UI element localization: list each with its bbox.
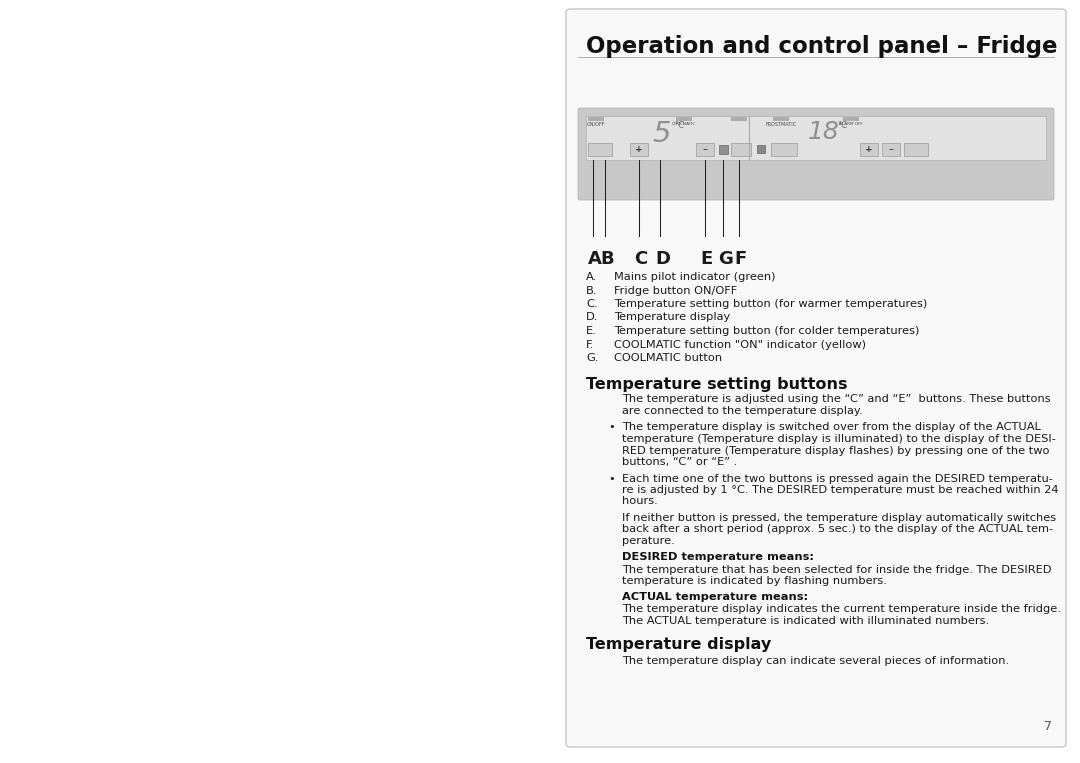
Text: hours.: hours. (622, 497, 658, 507)
Text: D: D (654, 250, 670, 268)
Text: F: F (734, 250, 746, 268)
Text: Mains pilot indicator (green): Mains pilot indicator (green) (615, 272, 775, 282)
Text: Temperature display: Temperature display (615, 313, 730, 323)
Bar (719, 145, 728, 154)
Text: •: • (608, 423, 615, 433)
Text: G: G (718, 250, 733, 268)
Bar (586, 116, 1047, 160)
Text: DESIRED temperature means:: DESIRED temperature means: (622, 552, 814, 562)
Text: E: E (700, 250, 712, 268)
Bar (773, 117, 789, 121)
Bar (731, 143, 751, 156)
Text: A.: A. (586, 272, 597, 282)
Text: B.: B. (586, 285, 597, 295)
Text: B: B (600, 250, 613, 268)
Text: 5: 5 (652, 120, 672, 148)
Bar (882, 143, 900, 156)
Text: The temperature display indicates the current temperature inside the fridge.: The temperature display indicates the cu… (622, 604, 1061, 614)
Text: The temperature display is switched over from the display of the ACTUAL: The temperature display is switched over… (622, 423, 1041, 433)
Bar (588, 117, 604, 121)
Text: –: – (889, 144, 893, 154)
Bar (757, 145, 765, 153)
Text: Temperature setting button (for warmer temperatures): Temperature setting button (for warmer t… (615, 299, 928, 309)
Text: buttons, “C” or “E” .: buttons, “C” or “E” . (622, 457, 738, 467)
Text: ON/OFF: ON/OFF (586, 122, 605, 127)
Text: RED temperature (Temperature display flashes) by pressing one of the two: RED temperature (Temperature display fla… (622, 446, 1050, 456)
Text: re is adjusted by 1 °C. The DESIRED temperature must be reached within 24: re is adjusted by 1 °C. The DESIRED temp… (622, 485, 1058, 495)
Bar (843, 117, 859, 121)
Text: 7: 7 (1044, 720, 1052, 733)
Text: Operation and control panel – Fridge: Operation and control panel – Fridge (586, 35, 1057, 58)
Bar (696, 143, 714, 156)
Text: +: + (865, 144, 873, 153)
Bar (904, 143, 928, 156)
Bar (588, 143, 612, 156)
Bar (630, 143, 648, 156)
Text: ALARM OFF: ALARM OFF (839, 122, 863, 126)
Text: COOLMATIC function "ON" indicator (yellow): COOLMATIC function "ON" indicator (yello… (615, 340, 866, 349)
Text: The temperature display can indicate several pieces of information.: The temperature display can indicate sev… (622, 655, 1009, 665)
Text: The temperature that has been selected for inside the fridge. The DESIRED: The temperature that has been selected f… (622, 565, 1052, 575)
Text: °C: °C (837, 121, 847, 130)
Text: D.: D. (586, 313, 598, 323)
Text: The ACTUAL temperature is indicated with illuminated numbers.: The ACTUAL temperature is indicated with… (622, 616, 989, 626)
Text: G.: G. (586, 353, 598, 363)
Text: temperature (Temperature display is illuminated) to the display of the DESI-: temperature (Temperature display is illu… (622, 434, 1056, 444)
Text: A: A (588, 250, 602, 268)
Text: C.: C. (586, 299, 597, 309)
Text: F.: F. (586, 340, 594, 349)
Text: COOLMATIC button: COOLMATIC button (615, 353, 723, 363)
Text: FROSTMATIC: FROSTMATIC (766, 122, 797, 127)
Text: COOLMATIC: COOLMATIC (672, 122, 697, 126)
Text: +: + (635, 144, 643, 153)
Text: C: C (634, 250, 647, 268)
FancyBboxPatch shape (578, 108, 1054, 200)
Text: °C: °C (674, 121, 684, 130)
Bar (860, 143, 878, 156)
Text: Each time one of the two buttons is pressed again the DESIRED temperatu-: Each time one of the two buttons is pres… (622, 474, 1053, 484)
Text: back after a short period (approx. 5 sec.) to the display of the ACTUAL tem-: back after a short period (approx. 5 sec… (622, 524, 1053, 535)
Text: temperature is indicated by flashing numbers.: temperature is indicated by flashing num… (622, 577, 887, 587)
Text: ACTUAL temperature means:: ACTUAL temperature means: (622, 592, 808, 602)
Text: Temperature display: Temperature display (586, 638, 771, 652)
Text: 18: 18 (808, 120, 840, 144)
Bar (731, 117, 747, 121)
Bar (771, 143, 797, 156)
Text: The temperature is adjusted using the “C” and “E”  buttons. These buttons: The temperature is adjusted using the “C… (622, 394, 1051, 404)
Text: If neither button is pressed, the temperature display automatically switches: If neither button is pressed, the temper… (622, 513, 1056, 523)
Bar (676, 117, 692, 121)
Text: Temperature setting button (for colder temperatures): Temperature setting button (for colder t… (615, 326, 919, 336)
Text: –: – (703, 144, 707, 154)
Text: •: • (608, 474, 615, 484)
Text: Fridge button ON/OFF: Fridge button ON/OFF (615, 285, 738, 295)
Text: Temperature setting buttons: Temperature setting buttons (586, 376, 848, 391)
Text: perature.: perature. (622, 536, 675, 546)
Text: are connected to the temperature display.: are connected to the temperature display… (622, 406, 863, 416)
Text: E.: E. (586, 326, 597, 336)
FancyBboxPatch shape (566, 9, 1066, 747)
